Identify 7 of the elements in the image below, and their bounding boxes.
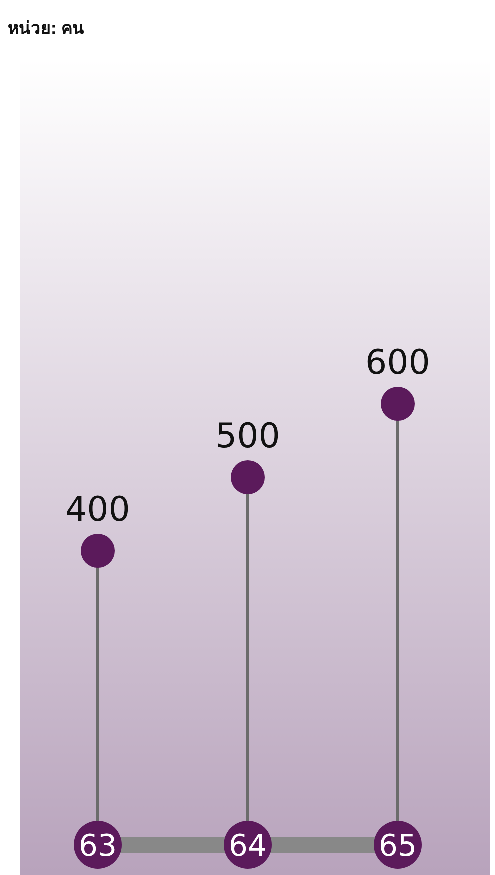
x-tick-label: 63 [78, 829, 118, 864]
x-tick-label: 65 [378, 829, 418, 864]
data-label: 600 [366, 343, 430, 383]
chart-title: หน่วย: คน [8, 19, 84, 38]
data-label: 500 [216, 416, 280, 456]
data-label: 400 [66, 490, 130, 530]
x-tick-label: 64 [228, 829, 268, 864]
